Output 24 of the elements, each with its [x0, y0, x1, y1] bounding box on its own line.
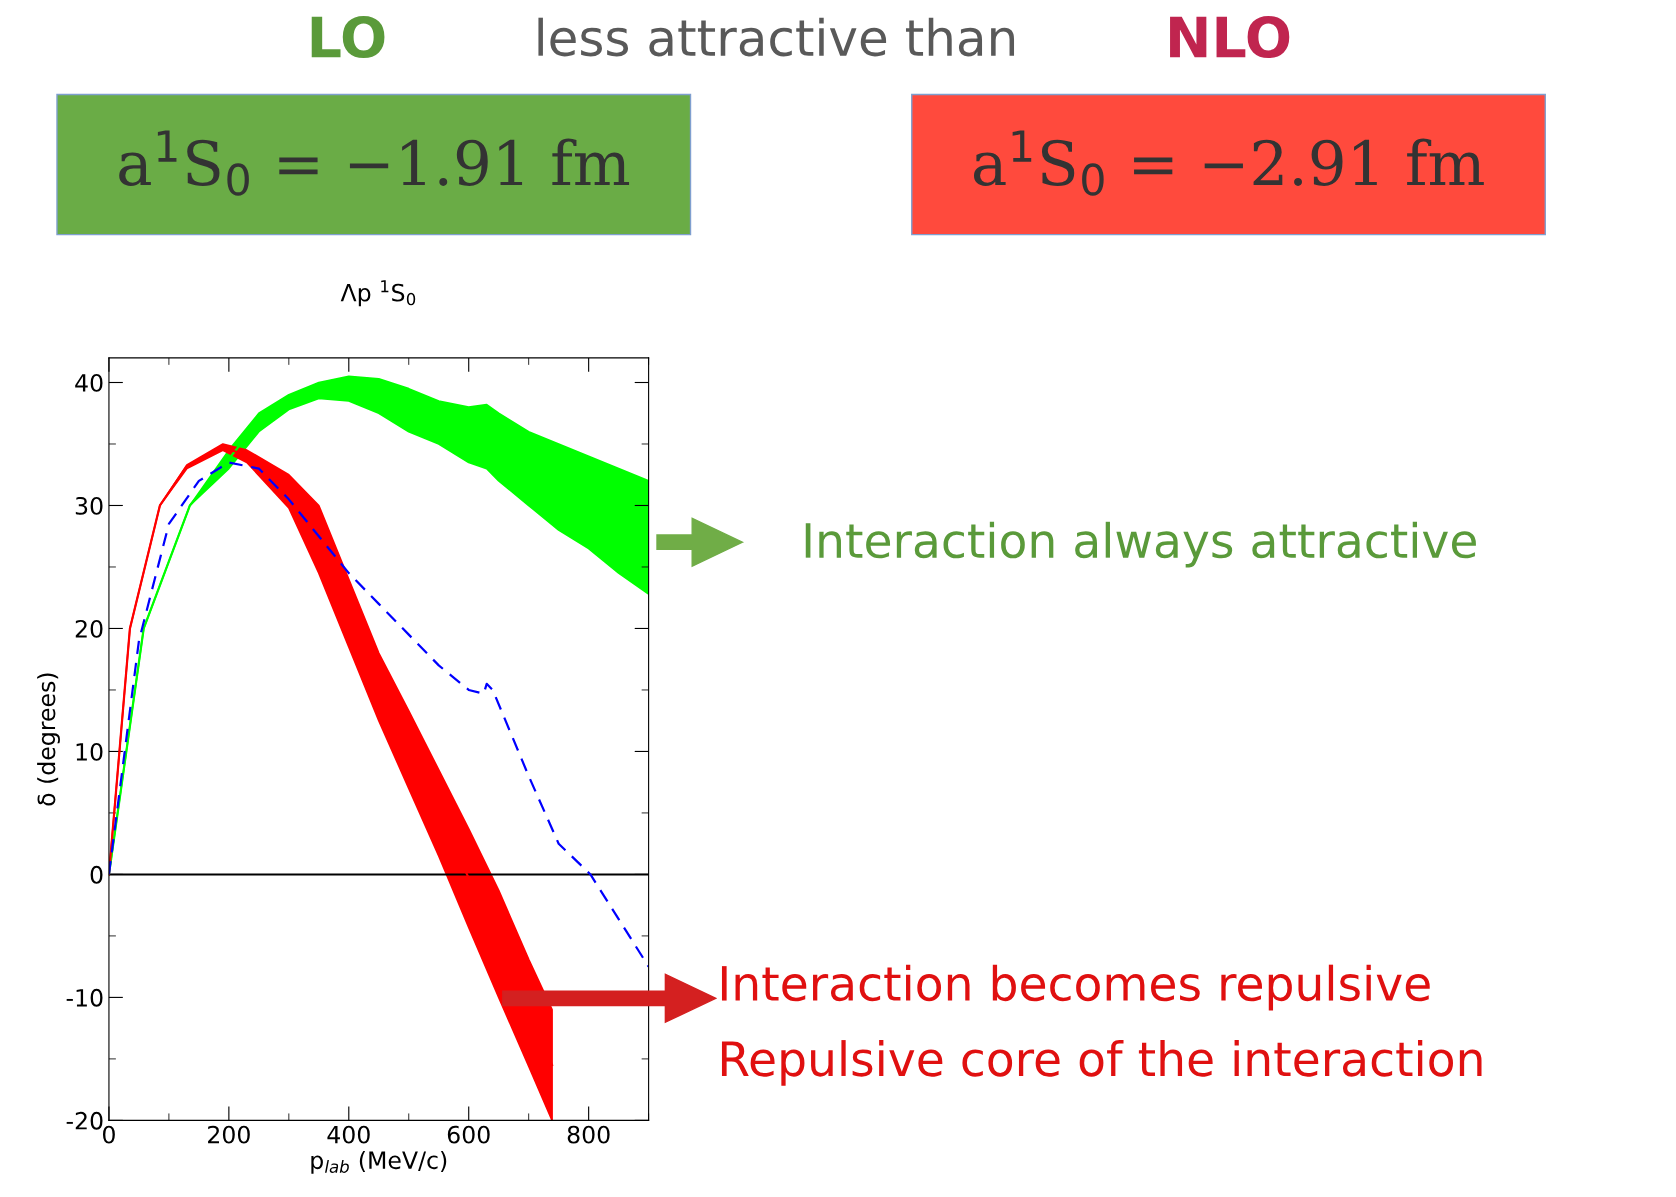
text: LO [311, 15, 385, 59]
x-tick-label: 600 [447, 1125, 490, 1144]
y-tick-label: 20 [75, 619, 103, 638]
x-axis-title: p$_{lab}$ (MeV/c) [311, 1150, 447, 1174]
y-tick-label: -10 [66, 988, 103, 1007]
x-tick-label: 800 [567, 1125, 610, 1144]
text: a$^{1}$S$_{0}$ = −2.91 fm [973, 130, 1484, 196]
text: Repulsive core of the interaction [721, 1040, 1482, 1086]
text: Interaction always attractive [805, 521, 1476, 568]
text: NLO [1170, 15, 1290, 59]
y-tick-label: -20 [66, 1111, 103, 1130]
x-tick-label: 400 [327, 1125, 370, 1144]
y-tick-label: 40 [75, 373, 103, 392]
text: Interaction becomes repulsive [721, 964, 1430, 1011]
chart-title: Λp $^{1}$S$_{0}$ [340, 280, 416, 307]
y-tick-label: 30 [75, 496, 103, 515]
line-series [108, 461, 649, 968]
y-tick-label: 10 [76, 742, 103, 761]
text: less attractive than [538, 17, 1015, 57]
x-tick-label: 200 [208, 1125, 250, 1144]
x-tick-label: 0 [102, 1125, 115, 1144]
text: a$^{1}$S$_{0}$ = −1.91 fm [119, 130, 630, 196]
y-axis-title: δ (degrees) [37, 673, 60, 806]
y-tick-label: 0 [90, 865, 103, 884]
